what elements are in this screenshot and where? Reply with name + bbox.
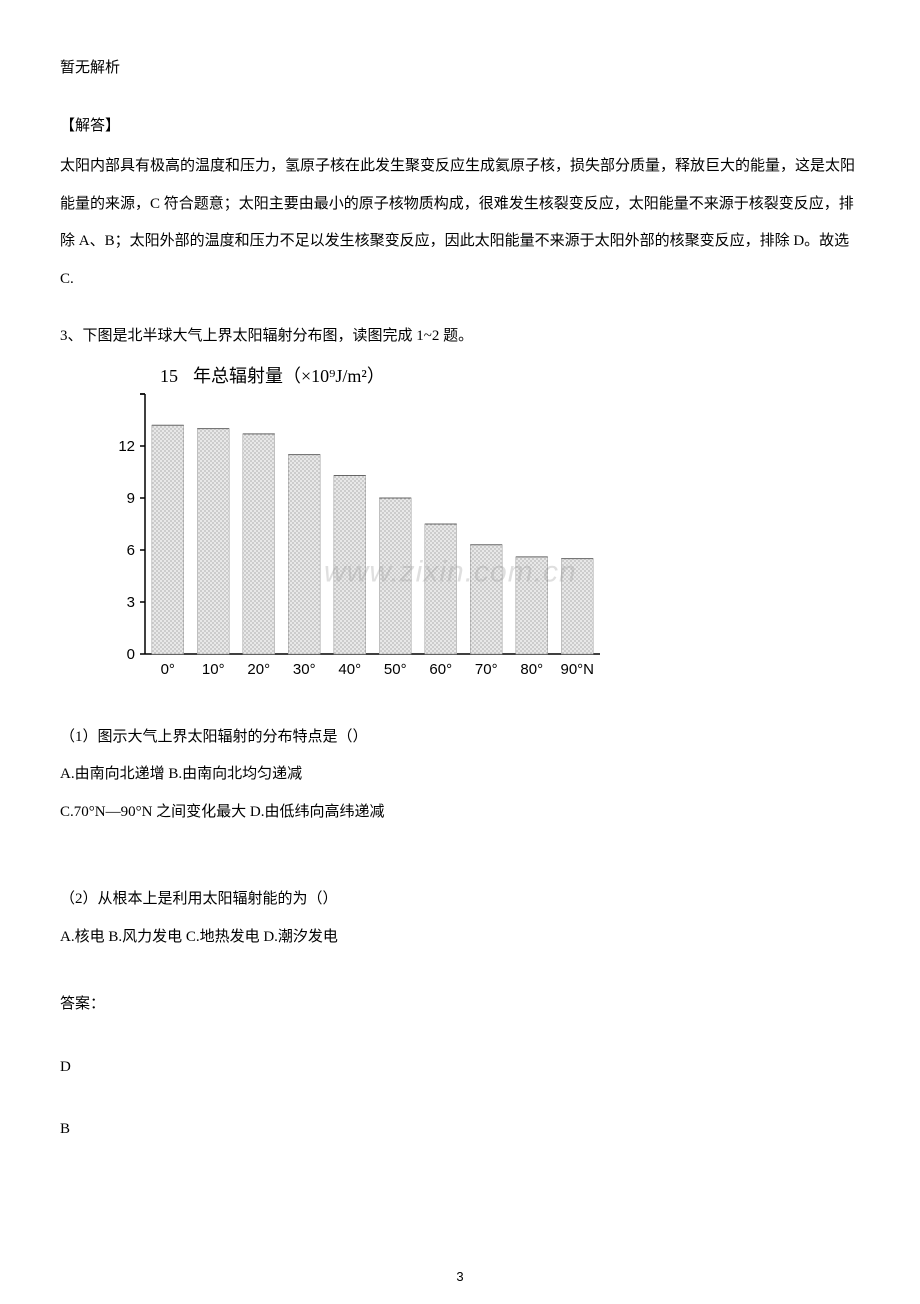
- bar-chart-svg: 15 年总辐射量（×10⁹J/m²） 0 3 6 9 12 0° 10° 20° 30° 40° 50°…: [90, 364, 610, 684]
- solar-radiation-chart: 15 年总辐射量（×10⁹J/m²） 0 3 6 9 12 0° 10° 20° 30° 40° 50°…: [90, 364, 860, 689]
- question2-text: （2）从根本上是利用太阳辐射能的为（）: [60, 881, 860, 919]
- svg-text:3: 3: [127, 594, 135, 611]
- question1-options-line1: A.由南向北递增 B.由南向北均匀递减: [60, 756, 860, 794]
- answer1-value: D: [60, 1049, 860, 1087]
- question3-intro: 3、下图是北半球大气上界太阳辐射分布图，读图完成 1~2 题。: [60, 318, 860, 356]
- svg-text:90°N: 90°N: [560, 661, 594, 678]
- svg-text:60°: 60°: [429, 661, 452, 678]
- explanation-block: 【解答】 太阳内部具有极高的温度和压力，氢原子核在此发生聚变反应生成氦原子核，损…: [60, 108, 860, 299]
- svg-text:15: 15: [160, 366, 178, 386]
- svg-text:10°: 10°: [202, 661, 225, 678]
- svg-text:50°: 50°: [384, 661, 407, 678]
- svg-text:年总辐射量（×10⁹J/m²）: 年总辐射量（×10⁹J/m²）: [193, 366, 385, 386]
- svg-text:20°: 20°: [247, 661, 270, 678]
- explanation-text: 太阳内部具有极高的温度和压力，氢原子核在此发生聚变反应生成氦原子核，损失部分质量…: [60, 148, 860, 298]
- svg-text:40°: 40°: [338, 661, 361, 678]
- no-analysis-text: 暂无解析: [60, 50, 860, 88]
- svg-text:www.zixin.com.cn: www.zixin.com.cn: [324, 555, 577, 588]
- page-number: 3: [456, 1269, 463, 1284]
- answer2-value: B: [60, 1111, 860, 1149]
- question1-text: （1）图示大气上界太阳辐射的分布特点是（）: [60, 719, 860, 757]
- svg-text:70°: 70°: [475, 661, 498, 678]
- svg-text:6: 6: [127, 542, 135, 559]
- solve-heading: 【解答】: [60, 108, 860, 146]
- svg-text:9: 9: [127, 490, 135, 507]
- question2-options-line1: A.核电 B.风力发电 C.地热发电 D.潮汐发电: [60, 919, 860, 957]
- question1-options-line2: C.70°N—90°N 之间变化最大 D.由低纬向高纬递减: [60, 794, 860, 832]
- svg-text:12: 12: [118, 438, 135, 455]
- answer-label: 答案：: [60, 986, 860, 1024]
- svg-text:30°: 30°: [293, 661, 316, 678]
- svg-text:0: 0: [127, 646, 135, 663]
- svg-text:0°: 0°: [161, 661, 175, 678]
- svg-text:80°: 80°: [520, 661, 543, 678]
